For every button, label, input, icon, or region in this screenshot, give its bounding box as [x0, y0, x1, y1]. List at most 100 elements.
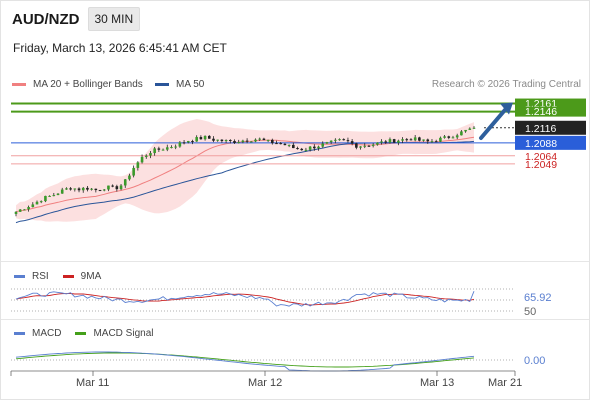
candle-body — [178, 142, 182, 147]
candle-body — [388, 139, 392, 143]
candle-body — [283, 143, 287, 146]
rsi-legend: RSI 9MA — [14, 271, 101, 282]
x-tick-label: Mar 13 — [420, 377, 455, 389]
candle-body — [401, 139, 404, 141]
candle-body — [39, 201, 43, 203]
candle-body — [65, 188, 68, 190]
support-price-label: 1.2064 — [525, 151, 557, 163]
candle-body — [102, 189, 106, 191]
candle-body — [111, 185, 114, 187]
candle-body — [220, 139, 224, 142]
candle-body — [367, 145, 371, 147]
candle-body — [418, 137, 421, 141]
datetime-label: Friday, March 13, 2026 6:45:41 AM CET — [13, 41, 227, 55]
candle-body — [266, 139, 270, 141]
last-price-label: 1.2116 — [525, 123, 556, 135]
candle-body — [275, 143, 278, 145]
last-price-box — [515, 120, 586, 135]
candle-body — [98, 190, 102, 192]
candle-body — [69, 188, 72, 190]
candle-body — [60, 189, 64, 194]
candle-body — [439, 137, 442, 142]
candle-body — [329, 140, 333, 143]
rsi-line — [15, 291, 475, 307]
candle-body — [128, 175, 131, 180]
candle-body — [430, 141, 434, 143]
rsi-9ma-line — [15, 293, 475, 306]
ma50-label: MA 50 — [176, 79, 205, 90]
candle-body — [346, 140, 350, 142]
candle-body — [397, 140, 400, 143]
panel-separator — [1, 261, 589, 262]
candle-body — [149, 153, 152, 156]
candle-body — [325, 142, 329, 144]
rsi-swatch — [14, 275, 25, 278]
rsi-ma-swatch — [62, 275, 74, 278]
candle-body — [77, 188, 81, 191]
candle-body — [44, 195, 47, 202]
rsi-ma-legend-label: 9MA — [80, 271, 102, 282]
candle-body — [27, 207, 30, 210]
candle-body — [380, 141, 383, 143]
candle-body — [371, 144, 375, 146]
candle-body — [161, 149, 165, 151]
bullish-arrow-shaft — [479, 105, 509, 140]
candle-body — [52, 195, 56, 197]
macd-swatch — [14, 332, 25, 335]
pivot-price-label: 1.2088 — [525, 138, 557, 150]
candle-body — [392, 139, 396, 143]
x-tick-label: Mar 11 — [76, 377, 110, 389]
candle-body — [409, 139, 413, 141]
candle-body — [115, 186, 119, 190]
macd-line — [15, 351, 475, 372]
candle-body — [287, 144, 291, 146]
macd-signal-swatch — [75, 332, 87, 335]
bullish-arrow-head — [500, 102, 513, 115]
candle-body — [355, 143, 358, 148]
candle-body — [426, 139, 430, 142]
support-price-label: 1.2049 — [525, 159, 557, 171]
ma20-label: MA 20 + Bollinger Bands — [33, 79, 143, 90]
target-label-box — [515, 98, 586, 109]
candle-body — [132, 167, 135, 176]
candle-body — [300, 148, 304, 151]
candle-body — [140, 156, 144, 163]
candle-body — [195, 137, 198, 142]
rsi-legend-label: RSI — [32, 271, 49, 282]
candle-body — [174, 146, 177, 148]
candle-body — [262, 138, 266, 141]
candle-body — [443, 136, 446, 138]
candle-body — [203, 135, 207, 140]
candle-body — [460, 131, 463, 136]
candle-body — [73, 188, 77, 190]
rsi-value-label: 65.92 — [524, 292, 552, 304]
candle-body — [157, 148, 161, 150]
candle-body — [359, 146, 362, 148]
candle-body — [153, 148, 156, 154]
candle-body — [123, 179, 127, 186]
candle-body — [136, 162, 140, 168]
target-price-label: 1.2146 — [525, 106, 557, 118]
candle-body — [212, 138, 215, 141]
candle-body — [468, 128, 472, 130]
rsi-level-label: 50 — [524, 306, 536, 318]
candle-body — [170, 147, 173, 149]
candle-body — [144, 155, 148, 157]
candle-body — [199, 137, 203, 140]
candle-body — [56, 193, 60, 196]
candle-body — [90, 188, 93, 190]
candle-body — [464, 129, 467, 132]
candle-body — [237, 142, 240, 144]
candle-body — [241, 140, 245, 143]
bollinger-band — [16, 119, 474, 222]
candle-body — [422, 139, 425, 141]
candle-body — [376, 142, 379, 145]
candle-body — [35, 201, 39, 205]
timeframe-button[interactable]: 30 MIN — [87, 7, 141, 31]
candle-body — [254, 139, 257, 142]
source-credit: Research © 2026 Trading Central — [431, 79, 581, 90]
macd-legend: MACD MACD Signal — [14, 328, 153, 339]
candle-body — [455, 135, 459, 138]
candle-body — [48, 195, 51, 197]
